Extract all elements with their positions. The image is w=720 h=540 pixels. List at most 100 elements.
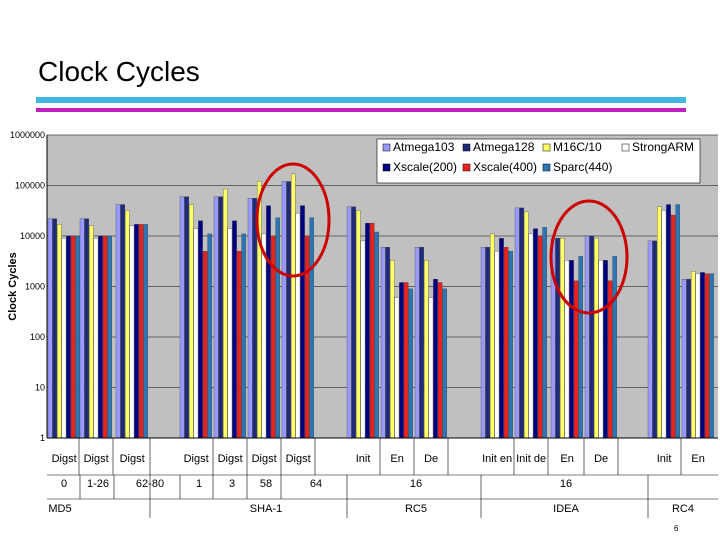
x-category-label: Digst xyxy=(286,453,311,465)
bar xyxy=(603,260,608,439)
bar xyxy=(286,181,291,439)
bar xyxy=(129,225,135,439)
x-algorithm-label: MD5 xyxy=(48,503,71,515)
bar xyxy=(291,173,296,439)
bar xyxy=(433,278,438,439)
x-subrange-label: 16 xyxy=(560,478,572,490)
bar xyxy=(61,238,67,439)
bar xyxy=(193,228,199,439)
y-axis-label: Clock Cycles xyxy=(7,252,19,320)
bar xyxy=(573,280,579,439)
bar xyxy=(79,218,85,439)
legend-swatch xyxy=(542,163,551,172)
bar xyxy=(202,251,208,439)
bar xyxy=(598,260,604,439)
x-category-label: Init en xyxy=(482,453,512,465)
bar xyxy=(709,273,714,439)
bar xyxy=(247,198,253,439)
x-category-label: Digst xyxy=(252,453,277,465)
legend-box xyxy=(376,138,701,184)
bar xyxy=(666,204,671,439)
bar xyxy=(408,288,413,439)
bar xyxy=(138,224,144,439)
y-tick-label: 1000 xyxy=(25,282,45,292)
bar xyxy=(356,210,361,439)
x-category-label: En xyxy=(691,453,704,465)
x-algorithm-label: RC5 xyxy=(405,503,427,515)
bar xyxy=(369,222,375,439)
y-tick-label: 10000 xyxy=(20,231,45,241)
bar xyxy=(555,238,560,439)
bar xyxy=(419,247,424,439)
bar xyxy=(98,235,103,439)
x-category-label: Init xyxy=(657,453,672,465)
legend-swatch xyxy=(462,143,471,152)
bar xyxy=(657,206,662,439)
bar xyxy=(612,255,617,439)
legend-label: Xscale(200) xyxy=(393,160,457,174)
bar xyxy=(499,238,504,439)
bar xyxy=(207,233,212,439)
bar xyxy=(675,204,680,439)
bar xyxy=(66,235,71,439)
bar xyxy=(494,251,500,439)
x-subrange-label: 1 xyxy=(196,478,202,490)
title-rule-blue xyxy=(36,97,686,103)
x-category-label: En xyxy=(390,453,403,465)
bar xyxy=(670,214,676,439)
y-tick-label: 1 xyxy=(40,433,45,443)
slide-title: Clock Cycles xyxy=(38,56,200,87)
bar xyxy=(184,196,189,439)
bar xyxy=(189,204,194,439)
bar xyxy=(275,217,280,439)
bar xyxy=(437,282,443,439)
legend-label: M16C/10 xyxy=(553,140,602,154)
bar xyxy=(125,210,130,439)
bar xyxy=(102,235,108,439)
x-category-label: Digst xyxy=(184,453,209,465)
bar xyxy=(503,247,509,439)
bar xyxy=(360,240,366,439)
bar xyxy=(390,260,395,439)
x-category-label: Digst xyxy=(218,453,243,465)
bar xyxy=(490,233,495,439)
bar xyxy=(179,196,185,439)
bar xyxy=(281,181,287,439)
bar xyxy=(232,220,237,439)
legend-label: Sparc(440) xyxy=(553,160,612,174)
bar xyxy=(424,260,429,439)
bar xyxy=(564,260,570,439)
bar xyxy=(351,206,356,439)
bar xyxy=(584,235,590,439)
bar xyxy=(528,233,534,439)
bar xyxy=(560,238,565,439)
bar xyxy=(120,204,125,439)
bar xyxy=(89,225,94,439)
bar xyxy=(428,297,434,439)
bar xyxy=(394,297,400,439)
bar xyxy=(537,235,543,439)
bar xyxy=(594,238,599,439)
bar xyxy=(686,278,691,439)
bar xyxy=(107,235,112,439)
bar xyxy=(578,255,583,439)
bar xyxy=(704,273,710,439)
bar xyxy=(346,206,352,439)
bar xyxy=(569,260,574,439)
x-subrange-label: 1-26 xyxy=(87,478,109,490)
bar xyxy=(252,198,257,439)
legend-label: Atmega103 xyxy=(393,140,455,154)
y-tick-label: 100 xyxy=(30,332,45,342)
x-category-label: De xyxy=(424,453,438,465)
bar xyxy=(485,247,490,439)
legend-label: StrongARM xyxy=(632,140,694,154)
bar xyxy=(652,240,657,439)
bar xyxy=(442,288,447,439)
bar xyxy=(533,228,538,439)
legend-swatch xyxy=(382,143,391,152)
x-algorithm-label: RC4 xyxy=(672,503,694,515)
legend-label: Atmega128 xyxy=(473,140,535,154)
bar xyxy=(198,220,203,439)
title-rule-magenta xyxy=(36,108,686,112)
